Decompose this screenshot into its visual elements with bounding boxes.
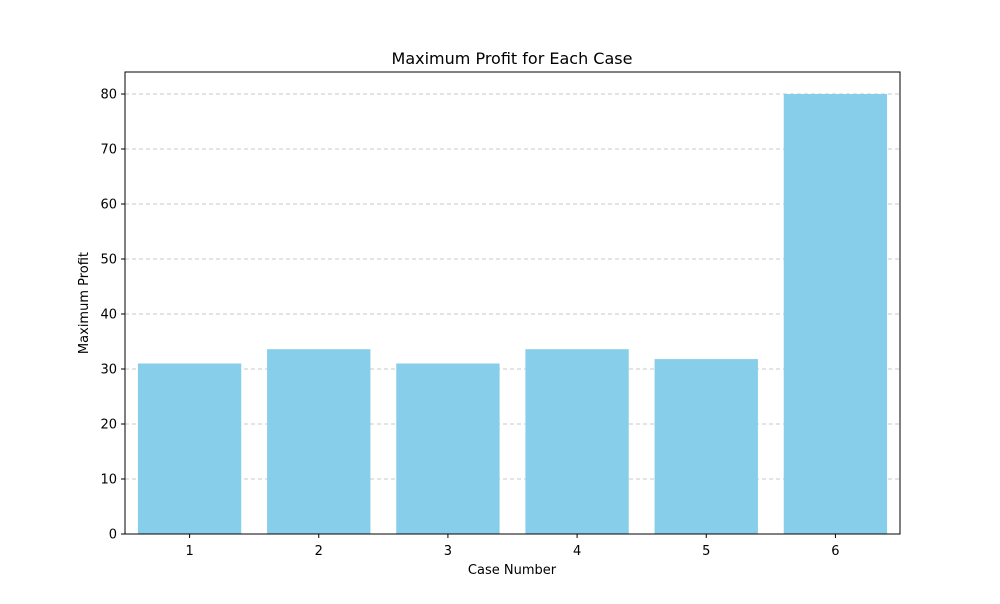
bar-case-3 bbox=[396, 363, 500, 534]
y-tick-label: 80 bbox=[100, 88, 117, 103]
bar-case-4 bbox=[525, 349, 629, 534]
x-tick-label: 3 bbox=[444, 544, 452, 559]
plot-frame bbox=[124, 71, 901, 535]
x-tick-label: 6 bbox=[831, 544, 839, 559]
x-tick-label: 5 bbox=[702, 544, 710, 559]
y-tick-label: 10 bbox=[100, 473, 117, 488]
x-tick-label: 2 bbox=[315, 544, 323, 559]
chart-title: Maximum Profit for Each Case bbox=[392, 49, 633, 68]
x-tick-label: 1 bbox=[185, 544, 193, 559]
bars bbox=[137, 94, 888, 534]
bar-case-2 bbox=[267, 349, 371, 534]
x-ticks: 1 2 3 4 5 6 bbox=[185, 534, 840, 559]
y-tick-label: 70 bbox=[100, 143, 117, 158]
grid-lines bbox=[125, 93, 900, 480]
y-tick-label: 60 bbox=[100, 198, 117, 213]
x-axis-label: Case Number bbox=[468, 563, 557, 578]
bar-case-5 bbox=[654, 359, 758, 534]
y-ticks: 0 10 20 30 40 50 60 70 80 bbox=[100, 88, 125, 543]
y-tick-label: 0 bbox=[109, 528, 117, 543]
x-tick-label: 4 bbox=[573, 544, 581, 559]
y-tick-label: 40 bbox=[100, 308, 117, 323]
y-tick-label: 20 bbox=[100, 418, 117, 433]
y-tick-label: 30 bbox=[100, 363, 117, 378]
y-axis-label: Maximum Profit bbox=[77, 252, 92, 354]
bar-case-6 bbox=[783, 94, 888, 534]
bar-case-1 bbox=[137, 363, 242, 534]
y-tick-label: 50 bbox=[100, 253, 117, 268]
